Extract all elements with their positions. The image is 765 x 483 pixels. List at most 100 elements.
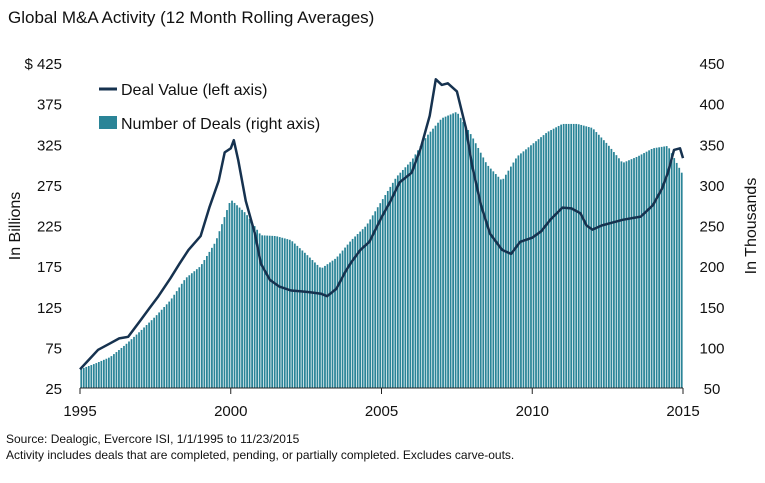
deals-bar [592, 129, 595, 388]
deals-bar [615, 155, 618, 388]
deals-bar [522, 151, 525, 388]
deals-bar [454, 112, 457, 388]
deals-bar [472, 138, 475, 388]
deals-bar [555, 127, 557, 388]
deals-bar [640, 154, 643, 388]
deals-bar [178, 287, 181, 388]
deals-bar [266, 235, 269, 388]
deals-bar [346, 244, 349, 388]
deals-bar [90, 365, 93, 388]
deals-bar [97, 362, 100, 388]
right-tick-label: 150 [699, 300, 724, 317]
deals-bar [276, 236, 279, 388]
deals-bar [623, 162, 625, 388]
deals-bar [620, 161, 623, 388]
deals-bar [633, 158, 635, 388]
deals-bar [673, 158, 676, 388]
deals-bar [133, 336, 135, 388]
left-tick-label: 375 [37, 97, 62, 114]
deals-bar [258, 233, 261, 388]
deals-bar [437, 122, 439, 388]
deals-bar [515, 158, 517, 388]
deals-bar [145, 325, 148, 388]
deals-bar [444, 116, 447, 389]
deals-bar [628, 160, 630, 388]
deals-bar [510, 166, 512, 388]
deals-bar [155, 315, 158, 388]
deals-bar [301, 250, 304, 388]
deals-bar [427, 134, 429, 388]
deals-bar [570, 123, 573, 388]
deals-bar [233, 202, 236, 388]
deals-bar [464, 125, 467, 388]
deals-bar [494, 174, 497, 388]
deals-bar [283, 238, 286, 388]
deals-bar [625, 161, 628, 388]
chart-title: Global M&A Activity (12 Month Rolling Av… [8, 8, 375, 27]
deals-bar [655, 147, 658, 388]
deals-bar [386, 190, 389, 388]
deals-bar [560, 124, 563, 389]
deals-bar [160, 309, 163, 388]
deals-bar [228, 203, 231, 388]
deals-bar [608, 145, 610, 388]
deals-bar [153, 317, 155, 388]
right-tick-label: 250 [699, 219, 724, 236]
deals-bar [140, 329, 143, 388]
x-tick-label: 1995 [63, 403, 96, 420]
deals-bar [658, 147, 661, 388]
deals-bar [635, 156, 638, 388]
deals-bar [123, 345, 125, 388]
deals-bar [211, 247, 213, 388]
deals-bar [597, 134, 600, 388]
deals-bar [680, 172, 683, 388]
deals-bar [175, 291, 178, 388]
right-tick-label: 400 [699, 97, 724, 114]
deals-bar [311, 260, 314, 388]
deals-bar [113, 354, 115, 388]
deals-bar [216, 238, 218, 388]
deals-bar [467, 130, 470, 388]
deals-bar [479, 152, 482, 388]
deals-bar [165, 304, 168, 388]
deals-bar [125, 343, 128, 388]
deals-bar [251, 222, 253, 388]
deals-bar [462, 121, 465, 388]
deals-bar [575, 123, 578, 388]
deals-bar [678, 167, 681, 388]
deals-bar [278, 237, 281, 388]
deals-bar [572, 123, 575, 388]
right-tick-label: 300 [699, 178, 724, 195]
deals-bar [417, 150, 419, 388]
deals-bar [329, 262, 331, 388]
deals-bar [206, 255, 208, 388]
deals-bar [226, 210, 228, 388]
deals-bar [650, 148, 653, 388]
deals-bar [653, 148, 655, 388]
deals-bar [341, 250, 344, 388]
legend-label-deal-value: Deal Value (left axis) [121, 82, 267, 99]
deals-bar [663, 146, 666, 388]
deals-bar [306, 255, 309, 388]
deals-bar [193, 271, 196, 388]
deals-bar [366, 223, 369, 388]
deals-bar [326, 264, 329, 388]
deals-bar [359, 231, 362, 388]
deals-bar [246, 215, 248, 388]
deals-bar [261, 235, 264, 388]
deals-bar [404, 167, 407, 388]
right-tick-label: 200 [699, 259, 724, 276]
deals-bar [469, 134, 472, 388]
deals-bar [429, 131, 432, 388]
left-tick-label: 125 [37, 300, 62, 317]
deals-bar [241, 209, 243, 388]
deals-bar [296, 245, 299, 388]
deals-bar [168, 301, 171, 388]
deals-bar [482, 157, 485, 388]
right-tick-label: 100 [699, 340, 724, 357]
deals-bar [198, 267, 201, 388]
deals-bar [324, 265, 326, 388]
deals-bar [102, 359, 105, 388]
x-tick-label: 2010 [516, 403, 549, 420]
deals-bar [459, 117, 462, 388]
